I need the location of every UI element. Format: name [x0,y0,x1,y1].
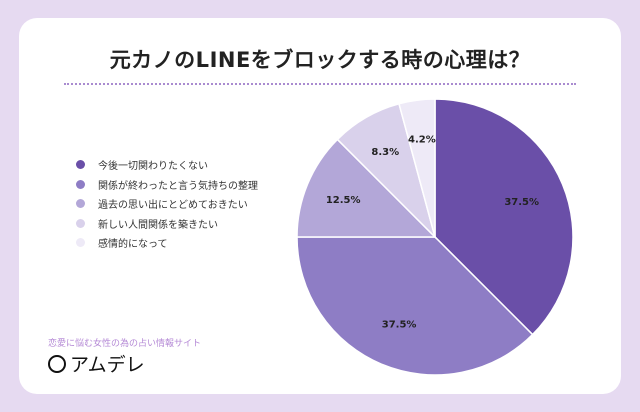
data-label: 37.5% [382,320,417,331]
brand-name: アムデレ [70,354,145,376]
legend-item: 感情的になって [76,233,258,253]
site-tagline: 恋愛に悩む女性の為の占い情報サイト [48,339,202,349]
legend-label: 過去の思い出にとどめておきたい [98,200,248,212]
legend-swatch [76,160,85,170]
legend-item: 今後一切関わりたくない [76,155,258,175]
legend-swatch [76,199,85,209]
legend-item: 新しい人間関係を築きたい [76,214,258,234]
pie-slice [434,98,574,336]
legend-swatch [76,179,85,189]
data-label: 8.3% [371,147,399,158]
chart-title: 元カノのLINEをブロックする時の心理は？ [109,48,531,72]
legend-swatch [76,218,85,228]
legend-label: 感情的になって [98,239,168,251]
brand-logo: アムデレ [48,350,145,377]
legend-label: 関係が終わったと言う気持ちの整理 [98,180,258,192]
title-divider [64,83,576,85]
data-label: 12.5% [326,195,361,206]
legend-label: 新しい人間関係を築きたい [98,219,218,231]
data-label: 4.2% [408,135,436,146]
legend-swatch [76,238,85,248]
pie-slice [296,236,534,376]
legend-label: 今後一切関わりたくない [98,161,208,173]
legend: 今後一切関わりたくない 関係が終わったと言う気持ちの整理 過去の思い出にとどめて… [76,155,258,253]
crystal-ball-icon [48,354,66,373]
legend-item: 過去の思い出にとどめておきたい [76,194,258,214]
pie-slice [398,98,436,238]
data-label: 37.5% [504,197,539,208]
legend-item: 関係が終わったと言う気持ちの整理 [76,175,258,195]
pie-slice [296,138,437,238]
